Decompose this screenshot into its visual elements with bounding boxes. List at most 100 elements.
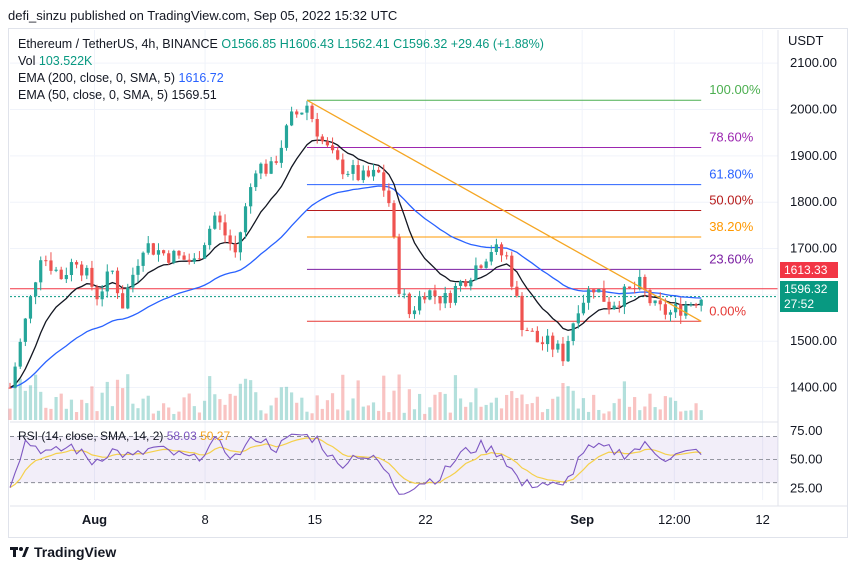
legend-row-ema50: EMA (50, close, 0, SMA, 5) 1569.51 [18, 87, 217, 103]
volume-bar [525, 404, 529, 420]
volume-bar [64, 408, 68, 420]
volume-bar [592, 394, 596, 420]
tradingview-footer: TradingView [10, 544, 116, 560]
time-tick-label: Sep [570, 512, 594, 527]
legend-row-volume: Vol 103.522K [18, 53, 92, 69]
volume-bar [658, 409, 662, 420]
volume-bar [361, 406, 365, 420]
volume-bar [428, 407, 432, 420]
candle-body [505, 255, 509, 257]
ema50-label: EMA (50, close, 0, SMA, 5) [18, 88, 169, 102]
open-value: O1566.85 [221, 37, 277, 51]
volume-bar [515, 397, 519, 420]
ema50-line [9, 139, 702, 389]
volume-bar [494, 397, 498, 420]
price-tick-label: 1900.00 [790, 148, 837, 163]
candle-body [243, 206, 248, 233]
volume-bar [597, 409, 601, 420]
candle-body [23, 318, 27, 342]
volume-bar [74, 412, 79, 420]
candle-body [330, 145, 335, 151]
rsi-tick-label: 25.00 [790, 480, 823, 495]
chart-frame [8, 28, 848, 538]
legend-row-rsi: RSI (14, close, SMA, 14, 2) 58.03 50.27 [18, 428, 230, 444]
volume-bar [464, 406, 468, 420]
legend-row-ema200: EMA (200, close, 0, SMA, 5) 1616.72 [18, 70, 224, 86]
candle-body [597, 288, 601, 293]
fib-level-label: 23.60% [709, 251, 754, 266]
candle-body [64, 275, 68, 280]
volume-bar [141, 398, 145, 420]
time-tick-label: 22 [418, 512, 432, 527]
rsi-label: RSI (14, close, SMA, 14, 2) [18, 429, 164, 443]
candle-body [382, 172, 386, 191]
volume-bar [556, 396, 560, 420]
volume-bar [269, 405, 273, 420]
candle-body [469, 279, 473, 287]
volume-bar [182, 397, 186, 420]
candle-body [18, 341, 22, 367]
volume-bar [136, 408, 140, 420]
rsi-pane: 25.00 50.00 75.00 [9, 423, 823, 495]
volume-bar [100, 392, 104, 420]
volume-bar [617, 398, 621, 420]
ema200-path [9, 185, 702, 389]
candle-body [213, 215, 217, 229]
volume-bar [18, 378, 22, 420]
candle-body [54, 269, 58, 271]
volume-bar [28, 385, 33, 420]
candle-body [341, 159, 345, 175]
candle-body [546, 335, 550, 345]
candle-body [361, 170, 365, 181]
fib-level-label: 61.80% [709, 167, 754, 182]
volume-bar [356, 380, 360, 420]
volume-bar [264, 413, 268, 420]
volume-bar [110, 406, 114, 420]
candle-body [34, 282, 38, 297]
candle-body [346, 173, 350, 175]
volume-bar [576, 408, 580, 420]
candle-body [592, 289, 596, 293]
volume-bar [85, 403, 89, 420]
volume-bar [341, 374, 345, 420]
close-value: C1596.32 [393, 37, 448, 51]
candle-body [387, 190, 391, 204]
volume-bar [377, 410, 381, 420]
symbol-label: Ethereum / TetherUS, 4h, BINANCE [18, 37, 218, 51]
volume-bar [474, 388, 478, 420]
volume-bar [279, 387, 283, 420]
price-tick-label: 2000.00 [790, 102, 837, 117]
candle-body [351, 165, 355, 174]
rsi-value: 58.03 [166, 429, 197, 443]
ema200-value: 1616.72 [178, 71, 224, 85]
volume-bar [643, 406, 647, 420]
candle-body [284, 125, 289, 148]
candle-body [622, 286, 626, 307]
volume-bar [121, 388, 125, 420]
volume-bar [571, 390, 575, 420]
vol-label: Vol [18, 54, 36, 68]
candle-body [520, 295, 524, 331]
volume-bar [484, 404, 488, 420]
volume-bar [197, 412, 202, 420]
volume-bar [54, 396, 58, 420]
volume-bar [23, 390, 27, 420]
candle-body [366, 170, 370, 177]
rsi-tick-label: 50.00 [790, 452, 823, 467]
candle-body [279, 147, 283, 163]
candle-body [607, 301, 611, 310]
candle-body [269, 161, 273, 174]
fib-level-label: 0.00% [709, 303, 746, 318]
candle-body [172, 250, 176, 263]
volume-bar [499, 408, 504, 420]
footer-label: TradingView [34, 544, 117, 560]
volume-bar [648, 393, 652, 420]
candle-body [423, 296, 427, 300]
volume-bar [469, 402, 473, 420]
candle-body [633, 287, 637, 289]
candle-body [8, 387, 12, 389]
volume-bar [290, 392, 294, 420]
candle-body [310, 105, 314, 119]
candle-body [197, 258, 202, 260]
